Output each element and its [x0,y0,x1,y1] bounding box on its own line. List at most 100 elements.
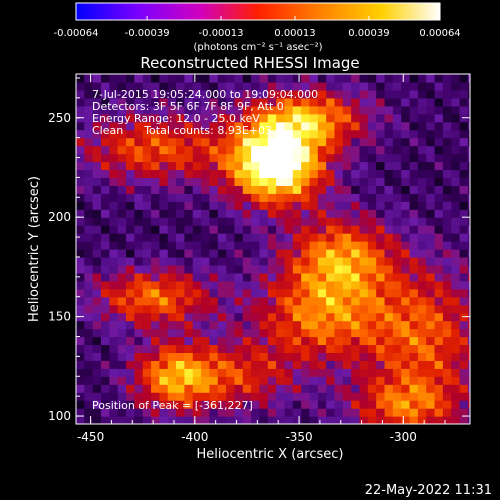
heatmap-cell [109,336,119,346]
heatmap-cell [276,376,286,385]
heatmap-cell [409,272,419,282]
heatmap-cell [317,193,327,202]
heatmap-cell [84,74,94,83]
heatmap-cell [192,416,202,424]
heatmap-cell [192,137,202,147]
heatmap-cell [284,225,294,234]
heatmap-cell [126,288,135,298]
heatmap-cell [276,408,286,417]
heatmap-cell [409,201,419,210]
heatmap-cell [442,376,452,385]
heatmap-cell [417,400,427,409]
heatmap-cell [359,105,369,115]
heatmap-cell [334,153,344,163]
heatmap-cell [92,280,102,290]
heatmap-cell [442,352,452,361]
heatmap-cell [392,336,402,346]
heatmap-cell [226,336,236,346]
heatmap-cell [134,153,144,163]
heatmap-cell [134,169,144,178]
heatmap-cell [167,105,177,115]
heatmap-cell [267,97,277,107]
heatmap-cell [276,320,286,330]
heatmap-cell [367,153,377,163]
heatmap-cell [192,336,202,346]
heatmap-cell [392,201,402,210]
heatmap-cell [434,105,444,115]
heatmap-cell [292,408,302,417]
heatmap-cell [334,89,344,99]
heatmap-cell [309,288,319,298]
heatmap-cell [301,161,311,171]
heatmap-cell [342,81,352,91]
heatmap-cell [159,74,169,83]
heatmap-cell [192,129,202,139]
heatmap-cell [142,312,152,322]
heatmap-cell [142,89,152,99]
heatmap-cell [426,145,436,155]
heatmap-cell [434,336,444,346]
heatmap-cell [84,177,94,186]
heatmap-cell [109,368,119,377]
heatmap-cell [359,153,369,163]
heatmap-cell [192,105,202,115]
colorbar-tick-label: -0.00039 [125,28,170,39]
heatmap-cell [284,312,294,322]
heatmap-cell [384,312,394,322]
heatmap-cell [142,376,152,385]
heatmap-cell [384,177,394,186]
heatmap-cell [117,408,127,417]
heatmap-cell [267,129,277,139]
heatmap-cell [184,129,194,139]
heatmap-cell [434,288,444,298]
heatmap-cell [117,74,127,83]
heatmap-cell [342,352,352,361]
heatmap-cell [101,129,110,139]
heatmap-cell [276,264,286,274]
heatmap-cell [176,400,185,409]
heatmap-cell [426,74,436,83]
heatmap-cell [309,145,319,155]
heatmap-cell [401,185,411,194]
heatmap-cell [92,145,102,155]
heatmap-cell [101,233,110,242]
heatmap-cell [351,201,361,210]
heatmap-cell [217,249,227,258]
heatmap-cell [184,368,194,377]
heatmap-cell [284,320,294,330]
heatmap-cell [101,320,110,330]
heatmap-cell [426,161,436,171]
heatmap-cell [142,336,152,346]
heatmap-cell [384,249,394,258]
heatmap-cell [167,249,177,258]
heatmap-cell [409,312,419,322]
heatmap-cell [217,105,227,115]
heatmap-cell [417,137,427,147]
heatmap-cell [384,304,394,314]
heatmap-cell [451,97,461,107]
heatmap-cell [367,344,377,353]
heatmap-cell [384,384,394,393]
colorbar-tick-label: 0.00039 [348,28,389,39]
heatmap-cell [134,256,144,266]
heatmap-cell [234,288,244,298]
heatmap-cell [101,296,110,306]
heatmap-cell [334,241,344,250]
heatmap-cell [292,256,302,266]
heatmap-cell [317,177,327,186]
heatmap-cell [217,376,227,385]
heatmap-cell [367,296,377,306]
heatmap-cell [151,376,160,385]
heatmap-cell [84,209,94,218]
heatmap-cell [284,89,294,99]
heatmap-cell [101,153,110,163]
heatmap-cell [117,249,127,258]
heatmap-cell [401,288,411,298]
heatmap-cell [384,272,394,282]
heatmap-cell [167,97,177,107]
heatmap-cell [376,145,386,155]
heatmap-cell [151,352,160,361]
heatmap-cell [134,105,144,115]
heatmap-cell [317,296,327,306]
heatmap-cell [234,137,244,147]
